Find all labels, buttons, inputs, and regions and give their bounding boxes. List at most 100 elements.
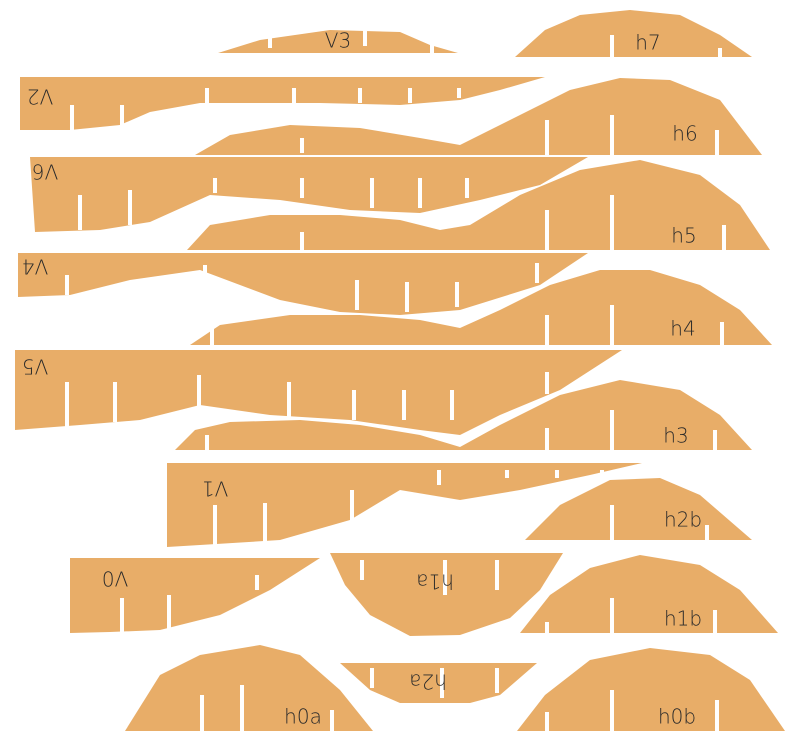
slot — [355, 280, 359, 310]
slot — [545, 622, 549, 633]
piece — [340, 663, 537, 703]
piece-label: V0 — [102, 567, 128, 591]
slot — [263, 503, 267, 543]
slot — [455, 282, 459, 307]
piece — [520, 555, 778, 633]
slot — [495, 560, 499, 590]
slot — [330, 710, 334, 731]
slot — [545, 428, 549, 450]
slot — [167, 595, 171, 630]
slot — [495, 668, 499, 693]
piece-label: V5 — [22, 355, 48, 379]
slot — [720, 322, 724, 345]
slot — [722, 225, 726, 250]
slot — [70, 105, 74, 130]
slots — [65, 28, 726, 731]
piece — [515, 10, 752, 57]
piece-label: h3 — [663, 424, 688, 448]
piece-label: h5 — [671, 224, 696, 248]
piece — [187, 160, 770, 250]
slot — [610, 35, 614, 57]
piece-label: h2a — [409, 670, 447, 694]
slot — [610, 195, 614, 250]
slot — [408, 88, 412, 103]
slot — [600, 470, 604, 478]
slot — [405, 282, 409, 312]
slot — [370, 668, 374, 688]
slot — [610, 410, 614, 450]
slot — [350, 490, 354, 520]
piece-label: V4 — [22, 255, 48, 279]
slot — [363, 28, 367, 46]
slot — [535, 263, 539, 283]
slot — [457, 88, 461, 98]
piece — [30, 157, 588, 232]
slot — [300, 232, 304, 250]
slot — [200, 695, 204, 731]
slot — [443, 560, 447, 595]
slot — [705, 525, 709, 540]
slot — [545, 210, 549, 250]
slot — [287, 382, 291, 417]
slot — [213, 505, 217, 545]
slot — [128, 190, 132, 225]
slot — [437, 470, 441, 485]
slot — [610, 505, 614, 540]
piece — [20, 77, 545, 130]
piece-label: h6 — [672, 122, 697, 146]
piece-label: h2b — [664, 508, 702, 532]
slot — [713, 610, 717, 633]
piece — [195, 78, 762, 155]
slot — [505, 470, 509, 478]
slot — [610, 115, 614, 155]
piece — [125, 645, 373, 731]
slot — [450, 390, 454, 420]
piece-label: h4 — [670, 317, 695, 341]
piece-label: h1b — [664, 607, 702, 631]
slot — [718, 48, 722, 57]
piece — [175, 380, 752, 450]
slot — [358, 88, 362, 103]
slot — [205, 88, 209, 103]
piece — [18, 253, 588, 315]
slot — [197, 375, 201, 410]
piece — [218, 30, 458, 53]
slot — [610, 305, 614, 345]
slot — [555, 470, 559, 478]
slot — [65, 382, 69, 427]
slot — [240, 685, 244, 731]
slot — [715, 700, 719, 731]
piece — [167, 463, 642, 547]
pieces — [15, 10, 785, 731]
slot — [205, 435, 209, 450]
slot — [440, 668, 444, 698]
piece — [190, 270, 772, 345]
slot — [300, 138, 304, 153]
slot — [120, 598, 124, 633]
slot — [545, 120, 549, 155]
slot — [65, 275, 69, 295]
slot — [430, 45, 434, 53]
slot — [610, 598, 614, 633]
slot — [292, 88, 296, 103]
piece — [525, 478, 752, 540]
slot — [210, 328, 214, 345]
piece-label: h0b — [658, 705, 696, 729]
slot — [545, 315, 549, 345]
slot — [268, 38, 272, 48]
slot — [545, 372, 549, 394]
piece-label: V2 — [27, 85, 53, 109]
slot — [402, 390, 406, 420]
piece-label: h1a — [416, 570, 454, 594]
slot — [715, 130, 719, 155]
piece-label: V6 — [32, 160, 58, 184]
slot — [610, 690, 614, 731]
piece-label: h0a — [284, 705, 322, 729]
slot — [360, 560, 364, 580]
piece — [15, 350, 622, 435]
slot — [300, 178, 304, 198]
piece-label: V3 — [325, 29, 351, 53]
slot — [120, 105, 124, 125]
slot — [255, 575, 259, 590]
